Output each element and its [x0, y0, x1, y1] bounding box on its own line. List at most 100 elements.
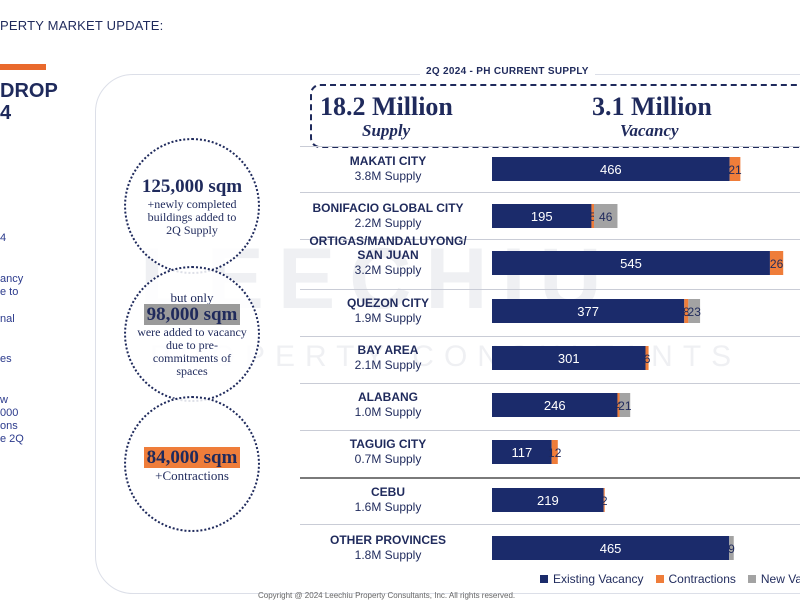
- row-divider: [300, 192, 800, 193]
- data-label: 545: [620, 256, 642, 271]
- supply-label: Supply: [362, 121, 411, 140]
- data-label: 219: [537, 493, 559, 508]
- data-label: 46: [599, 210, 613, 224]
- category-label: MAKATI CITY: [349, 154, 427, 168]
- legend-item: Existing Vacancy: [540, 572, 644, 586]
- callout-value: 98,000 sqm: [143, 303, 241, 325]
- legend-swatch: [747, 575, 756, 583]
- data-label: 301: [558, 351, 580, 366]
- bar-new-vacancy: [619, 393, 631, 417]
- side-note: e to: [0, 286, 19, 298]
- row-divider: [300, 383, 800, 384]
- row-divider: [300, 289, 800, 290]
- bar-new-vacancy: [688, 299, 701, 323]
- bar-contractions: [591, 204, 594, 228]
- chart-title: 2Q 2024 - PH CURRENT SUPPLY: [420, 66, 595, 77]
- supply-label: 2.2M Supply: [354, 216, 422, 230]
- chart-legend: Existing Vacancy Contractions New Vacanc…: [540, 572, 800, 586]
- callout-text: 2Q Supply: [166, 222, 218, 237]
- supply-label: 3.8M Supply: [354, 169, 422, 183]
- data-label: 26: [770, 257, 784, 271]
- data-label: 12: [548, 446, 562, 460]
- bar-existing-vacancy: [492, 440, 552, 464]
- side-heading-line: DROP: [0, 80, 58, 102]
- bar-contractions: [769, 251, 784, 275]
- supply-label: 1.6M Supply: [354, 500, 422, 514]
- bar-existing-vacancy: [492, 204, 592, 228]
- data-label: 466: [600, 162, 622, 177]
- data-label: 23: [688, 305, 702, 319]
- supply-label: 1.0M Supply: [354, 405, 422, 419]
- data-label: 246: [544, 398, 566, 413]
- row-divider: [300, 239, 800, 240]
- data-label: 465: [600, 541, 622, 556]
- callout-vacancy-added: but only 98,000 sqm were added to vacanc…: [124, 266, 260, 402]
- vacancy-total: 3.1 Million: [592, 92, 712, 121]
- bar-existing-vacancy: [492, 251, 770, 275]
- callout-value: 125,000 sqm: [141, 175, 243, 197]
- data-label: 6: [644, 352, 651, 366]
- bar-existing-vacancy: [492, 536, 730, 560]
- side-note: 4: [0, 232, 7, 244]
- row-divider: [300, 146, 800, 147]
- supply-label: 2.1M Supply: [354, 358, 422, 372]
- legend-label: Contractions: [668, 572, 736, 586]
- callout-contractions: 84,000 sqm +Contractions: [124, 396, 260, 532]
- category-label: QUEZON CITY: [346, 296, 429, 310]
- bar-existing-vacancy: [492, 346, 646, 370]
- row-divider: [300, 477, 800, 479]
- supply-total: 18.2 Million: [320, 92, 453, 121]
- category-label: TAGUIG CITY: [349, 437, 427, 451]
- data-label: 21: [618, 399, 632, 413]
- category-label: BAY AREA: [357, 343, 419, 357]
- callout-text: but only: [170, 289, 214, 305]
- category-label: BONIFACIO GLOBAL CITY: [312, 201, 464, 215]
- category-label: ALABANG: [358, 390, 418, 404]
- callout-text: +newly completed: [147, 196, 237, 211]
- side-note: e 2Q: [0, 433, 24, 445]
- supply-label: 1.9M Supply: [354, 311, 422, 325]
- side-note: ons: [0, 420, 18, 432]
- callout-text: +Contractions: [155, 467, 229, 483]
- bar-existing-vacancy: [492, 299, 685, 323]
- row-divider: [300, 524, 800, 525]
- legend-item: New Vacancy: [747, 572, 800, 586]
- supply-label: 3.2M Supply: [354, 263, 422, 277]
- side-note: 000: [0, 407, 19, 419]
- side-heading-line: 4: [0, 102, 12, 124]
- legend-swatch: [540, 575, 548, 583]
- legend-swatch: [655, 575, 664, 583]
- side-heading: DROP 4: [0, 80, 58, 124]
- accent-bar: [0, 64, 46, 70]
- legend-label: New Vacancy: [760, 572, 800, 586]
- category-label: SAN JUAN: [357, 248, 419, 262]
- vacancy-label: Vacancy: [620, 121, 679, 140]
- side-note: w: [0, 394, 8, 406]
- data-label: 377: [577, 304, 599, 319]
- callout-text: were added to vacancy: [137, 324, 247, 339]
- category-label: ORTIGAS/MANDALUYONG/: [309, 234, 467, 248]
- side-note: es: [0, 353, 12, 365]
- callout-text: spaces: [176, 363, 208, 378]
- supply-label: 1.8M Supply: [354, 548, 422, 562]
- bar-existing-vacancy: [492, 393, 618, 417]
- category-label: OTHER PROVINCES: [329, 533, 446, 547]
- data-label: 5: [589, 210, 596, 224]
- side-note: nal: [0, 313, 15, 325]
- callout-text: commitments of: [152, 350, 232, 365]
- bar-contractions: [617, 393, 620, 417]
- data-label: 195: [531, 209, 553, 224]
- category-label: CEBU: [370, 485, 405, 499]
- supply-label: 0.7M Supply: [354, 452, 422, 466]
- bar-contractions: [684, 299, 689, 323]
- callout-value: 84,000 sqm: [143, 446, 241, 468]
- bar-contractions: [645, 346, 649, 370]
- bar-existing-vacancy: [492, 157, 730, 181]
- data-label: 21: [728, 163, 742, 177]
- data-label: 8: [683, 305, 690, 319]
- callout-text: due to pre-: [166, 337, 218, 352]
- footer-copyright: Copyright @ 2024 Leechiu Property Consul…: [258, 591, 516, 600]
- bar-existing-vacancy: [492, 488, 604, 512]
- summary-box: [310, 84, 800, 148]
- bar-contractions: [729, 157, 741, 181]
